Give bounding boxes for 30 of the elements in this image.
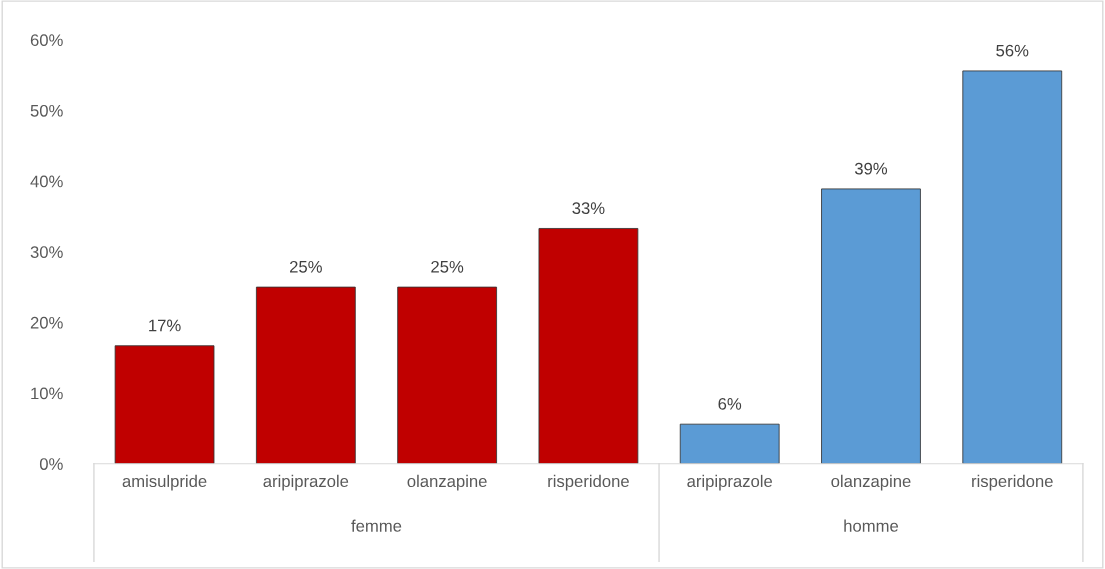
y-tick-label: 30%	[30, 246, 63, 258]
y-tick-label: 10%	[31, 387, 63, 400]
bar	[538, 228, 639, 464]
y-tick-label: 0%	[39, 458, 63, 470]
x-tick-label: amisulpride	[122, 474, 207, 491]
x-tick-label: aripiprazole	[263, 474, 349, 491]
bar	[397, 286, 497, 464]
x-tick-label: olanzapine	[831, 474, 911, 491]
x-tick-label: aripiprazole	[687, 474, 773, 491]
data-label: 25%	[290, 260, 322, 273]
y-tick-label: 50%	[30, 104, 63, 117]
data-label: 33%	[572, 202, 605, 215]
y-tick-label: 60%	[30, 34, 63, 47]
data-label: 56%	[996, 44, 1029, 57]
bar	[255, 286, 356, 464]
bar	[114, 345, 215, 464]
bar	[679, 423, 780, 464]
x-tick-label: risperidone	[548, 474, 629, 491]
x-tick-label: risperidone	[972, 474, 1053, 491]
data-label: 6%	[718, 397, 742, 410]
text: femme	[351, 519, 402, 532]
data-label: 17%	[149, 319, 181, 332]
data-label: 25%	[431, 260, 464, 273]
bar	[962, 70, 1063, 464]
y-tick-label: 40%	[30, 175, 63, 188]
text: homme	[844, 519, 899, 532]
bar	[821, 188, 921, 464]
x-tick-label: olanzapine	[407, 474, 487, 491]
y-tick-label: 20%	[30, 316, 63, 329]
data-label: 39%	[854, 162, 888, 175]
